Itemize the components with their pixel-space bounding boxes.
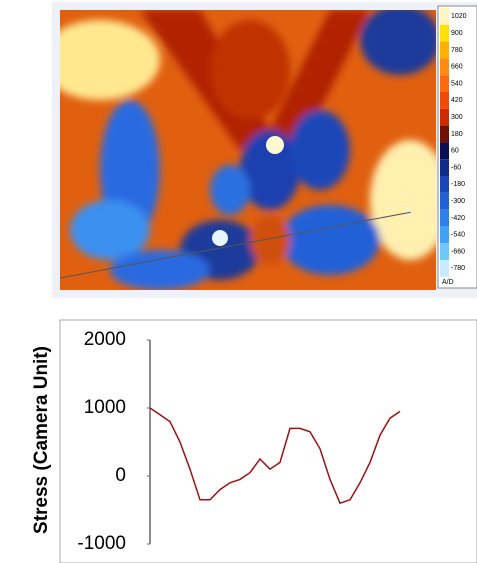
legend-label: 900: [451, 30, 463, 37]
y-tick-label: 0: [115, 465, 126, 486]
legend-label: 60: [451, 148, 459, 155]
legend-swatch: [440, 108, 449, 126]
legend-swatch: [440, 159, 449, 176]
legend-label: 300: [451, 114, 463, 121]
legend-swatch: [440, 226, 449, 244]
legend-label: -540: [451, 232, 465, 239]
y-tick-label: 1000: [84, 397, 126, 418]
legend-label: 780: [451, 47, 463, 54]
legend-swatch: [440, 24, 449, 42]
legend-swatch: [440, 41, 449, 59]
legend-swatch: [440, 125, 449, 143]
legend-label: -180: [451, 181, 465, 188]
legend-label: -60: [451, 164, 461, 171]
legend-label: 660: [451, 64, 463, 71]
y-tick-label: 2000: [84, 329, 126, 350]
legend-label: -300: [451, 198, 465, 205]
legend-swatch: [440, 243, 449, 260]
legend-label: -780: [451, 265, 465, 272]
legend-label: 1020: [451, 13, 467, 20]
legend-swatch: [440, 142, 449, 160]
y-tick-label: -1000: [77, 533, 126, 554]
legend-label: 420: [451, 97, 463, 104]
data-line: [149, 407, 401, 505]
legend-swatch: [440, 209, 449, 227]
legend-swatch: [440, 176, 449, 193]
legend-label: -660: [451, 248, 465, 255]
legend-swatch: [440, 260, 449, 277]
y-axis-label: Stress (Camera Unit): [31, 346, 52, 534]
legend-label: 540: [451, 80, 463, 87]
legend-label: -420: [451, 215, 465, 222]
legend-items: 1020 900 780 660 540 420 300 180 60 -60 -180 -300 -4…: [440, 8, 467, 286]
legend-swatch: [440, 92, 449, 109]
legend-swatch: [440, 75, 449, 92]
legend-swatch: [440, 8, 449, 25]
chart-frame: [59, 319, 477, 563]
stress-image: [60, 10, 436, 290]
legend-swatch: [440, 58, 449, 76]
legend-swatch: [440, 192, 449, 210]
legend-footer: A/D: [442, 279, 454, 286]
color-legend: 1020 900 780 660 540 420 300 180 60 -60 -180 -300 -4…: [437, 5, 477, 289]
legend-label: 180: [451, 131, 463, 138]
